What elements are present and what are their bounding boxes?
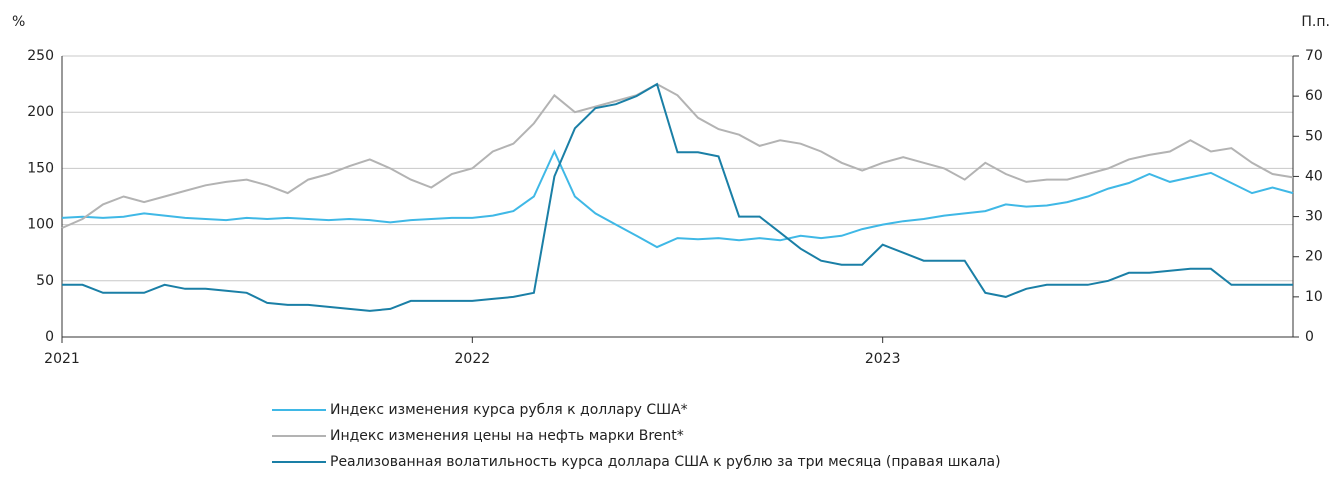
y2-unit-label: П.п. [1301,14,1330,30]
y-tick-label: 100 [27,217,54,233]
y-unit-label: % [12,14,25,30]
y-tick-label: 200 [27,104,54,120]
y-tick-label: 50 [36,273,54,289]
series-line [61,149,1294,249]
y2-tick-label: 0 [1305,329,1314,345]
y2-tick-label: 50 [1305,128,1323,144]
series-line [62,82,1293,312]
y-tick-label: 150 [27,160,54,176]
series-line [61,82,1294,229]
x-tick-label: 2021 [44,351,80,367]
y2-tick-label: 40 [1305,168,1323,184]
y2-tick-label: 20 [1305,249,1323,265]
y2-tick-label: 70 [1305,48,1323,64]
x-tick-label: 2023 [865,351,901,367]
y-tick-label: 0 [45,329,54,345]
legend-label: Индекс изменения курса рубля к доллару С… [330,402,688,418]
y2-tick-label: 10 [1305,289,1323,305]
y-tick-label: 250 [27,48,54,64]
legend-label: Реализованная волатильность курса доллар… [330,454,1001,470]
legend-label: Индекс изменения цены на нефть марки Bre… [330,428,684,444]
y2-tick-label: 30 [1305,209,1323,225]
y2-tick-label: 60 [1305,88,1323,104]
x-tick-label: 2022 [455,351,491,367]
